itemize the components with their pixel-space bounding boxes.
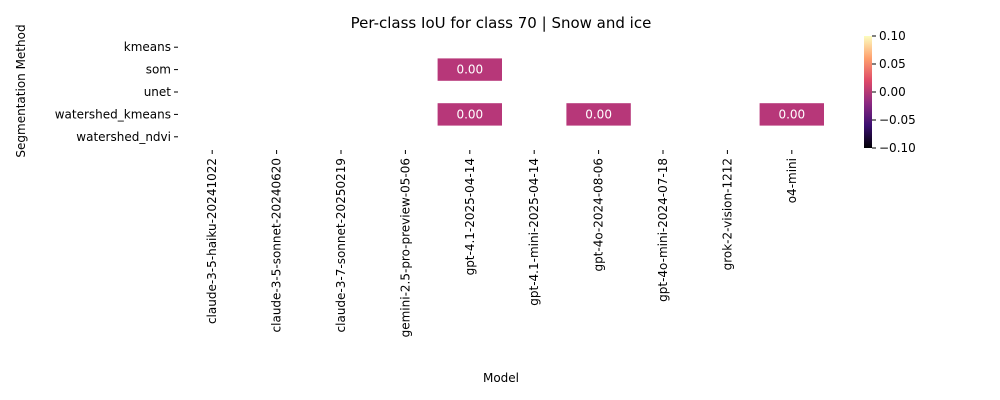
x-tick-label: claude-3-5-sonnet-20240620 bbox=[270, 158, 284, 332]
heatmap-cell bbox=[437, 103, 502, 126]
x-tick-label: o4-mini bbox=[785, 158, 799, 203]
x-tick-label: claude-3-5-haiku-20241022 bbox=[205, 158, 219, 324]
x-tick-label: gemini-2.5-pro-preview-05-06 bbox=[398, 158, 412, 337]
cell-value-label: 0.00 bbox=[456, 107, 483, 121]
heatmap-cell bbox=[437, 58, 502, 81]
x-axis: claude-3-5-haiku-20241022 claude-3-5-sonn… bbox=[205, 150, 799, 337]
cell-value-label: 0.00 bbox=[778, 107, 805, 121]
colorbar-tick-label: 0.00 bbox=[879, 85, 906, 99]
x-tick-label: gpt-4.1-mini-2025-04-14 bbox=[527, 158, 541, 306]
colorbar bbox=[864, 36, 872, 148]
cell-value-label: 0.00 bbox=[456, 63, 483, 77]
heatmap-cell bbox=[566, 103, 631, 126]
y-tick-label: kmeans bbox=[124, 40, 171, 54]
colorbar-ticks: 0.10 0.05 0.00 −0.05 −0.10 bbox=[872, 29, 916, 155]
colorbar-tick-label: −0.10 bbox=[879, 141, 916, 155]
x-tick-label: claude-3-7-sonnet-20250219 bbox=[334, 158, 348, 332]
x-tick-label: gpt-4.1-2025-04-14 bbox=[463, 158, 477, 275]
x-tick-label: gpt-4o-mini-2024-07-18 bbox=[656, 158, 670, 302]
colorbar-tick-label: 0.05 bbox=[879, 57, 906, 71]
heatmap-cells: 0.00 0.00 0.00 0.00 bbox=[437, 58, 824, 126]
y-tick-label: unet bbox=[144, 85, 172, 99]
x-axis-label: Model bbox=[483, 371, 519, 385]
colorbar-tick-label: 0.10 bbox=[879, 29, 906, 43]
x-tick-label: grok-2-vision-1212 bbox=[720, 158, 734, 270]
y-axis-label: Segmentation Method bbox=[14, 24, 28, 157]
y-tick-label: watershed_kmeans bbox=[55, 107, 171, 121]
heatmap-cell bbox=[759, 103, 824, 126]
colorbar-tick-label: −0.05 bbox=[879, 113, 916, 127]
y-tick-label: som bbox=[146, 63, 171, 77]
chart-title: Per-class IoU for class 70 | Snow and ic… bbox=[351, 14, 652, 32]
x-tick-label: gpt-4o-2024-08-06 bbox=[592, 158, 606, 272]
y-tick-label: watershed_ndvi bbox=[76, 130, 171, 144]
y-axis: kmeans som unet watershed_kmeans watershed_n… bbox=[55, 40, 178, 144]
cell-value-label: 0.00 bbox=[585, 107, 612, 121]
